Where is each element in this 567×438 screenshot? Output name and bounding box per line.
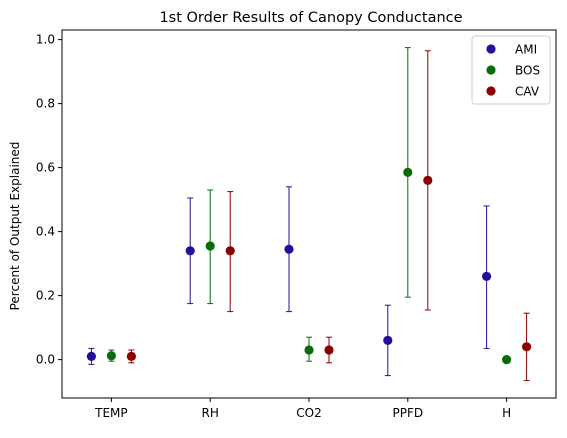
y-tick-label: 0.4 xyxy=(36,225,55,239)
x-tick-label: H xyxy=(502,406,511,420)
y-tick-label: 0.0 xyxy=(36,353,55,367)
chart-marks: 0.0 0.2 0.4 0.6 0.8 1.0 TEMP RH CO2 PPFD H xyxy=(36,33,532,420)
data-point xyxy=(403,167,413,177)
x-tick-label: RH xyxy=(202,406,219,420)
data-point xyxy=(86,351,96,361)
y-tick-label: 0.8 xyxy=(36,97,55,111)
data-point xyxy=(126,351,136,361)
legend-label: AMI xyxy=(515,43,537,57)
legend: AMI BOS CAV xyxy=(471,35,551,105)
legend-marker xyxy=(486,65,496,75)
data-point xyxy=(522,342,532,352)
data-point xyxy=(205,241,215,251)
legend-label: BOS xyxy=(515,64,540,78)
y-tick-label: 0.6 xyxy=(36,161,55,175)
data-point xyxy=(423,175,433,185)
data-point xyxy=(284,244,294,254)
y-tick-label: 0.2 xyxy=(36,289,55,303)
legend-label: CAV xyxy=(515,85,540,99)
data-point xyxy=(225,246,235,256)
x-tick-label: CO2 xyxy=(296,406,321,420)
y-tick-label: 1.0 xyxy=(36,33,55,47)
data-point xyxy=(185,246,195,256)
data-point xyxy=(502,355,512,365)
data-point xyxy=(304,345,314,355)
data-point xyxy=(324,345,334,355)
legend-marker xyxy=(486,86,496,96)
x-tick-label: TEMP xyxy=(94,406,128,420)
x-tick-label: PPFD xyxy=(392,406,423,420)
data-point xyxy=(482,271,492,281)
legend-marker xyxy=(486,44,496,54)
data-point xyxy=(106,351,116,361)
y-axis-label: Percent of Output Explained xyxy=(8,142,22,311)
chart-title: 1st Order Results of Canopy Conductance xyxy=(159,10,462,26)
data-point xyxy=(383,335,393,345)
